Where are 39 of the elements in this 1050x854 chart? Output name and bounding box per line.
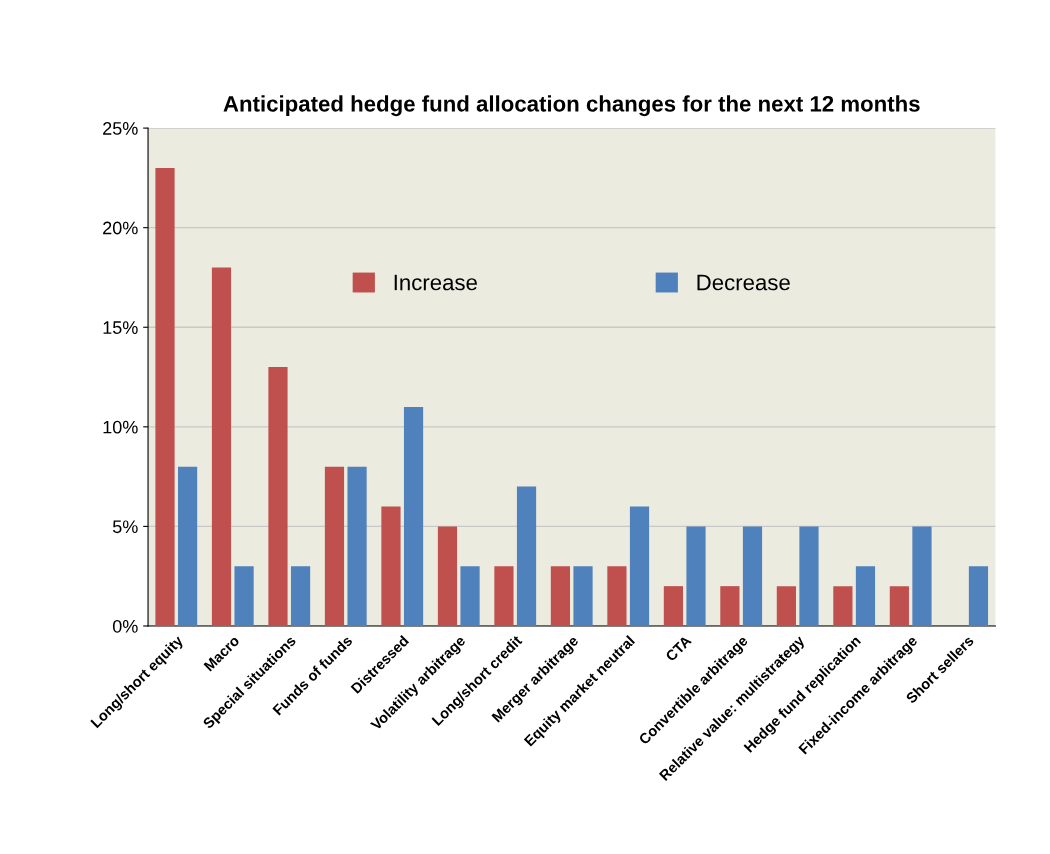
bar [177, 466, 198, 626]
y-tick-label: 0% [112, 619, 138, 633]
bar [437, 526, 458, 626]
legend-label: Increase [394, 274, 477, 291]
bar [324, 466, 345, 626]
bar [968, 566, 989, 626]
bar [516, 486, 537, 626]
x-tick-label: CTA [664, 634, 693, 662]
legend-label: Decrease [697, 274, 790, 291]
bar [720, 586, 740, 626]
y-tick-label: 15% [103, 321, 138, 334]
y-tick-label: 10% [103, 420, 138, 434]
bar [912, 526, 932, 626]
bar [686, 526, 706, 626]
bar [155, 167, 175, 626]
chart-title: Anticipated hedge fund allocation changes for the next 12 months [223, 95, 920, 117]
bar [855, 566, 876, 626]
bar [573, 566, 593, 626]
bar [663, 586, 684, 626]
bar [889, 586, 909, 626]
y-tick-label: 5% [112, 520, 138, 534]
bar [211, 267, 232, 626]
bar [799, 526, 819, 626]
bar [607, 566, 627, 626]
bar [776, 586, 796, 626]
y-tick-label: 25% [103, 122, 138, 135]
bar [742, 526, 763, 626]
bar [403, 406, 424, 626]
bar [234, 566, 254, 626]
bar [347, 466, 367, 626]
bar [381, 506, 401, 626]
bar [268, 367, 288, 626]
bar [833, 586, 853, 626]
bar [460, 566, 480, 626]
bar [290, 566, 311, 626]
bar [629, 506, 650, 626]
bar [550, 566, 571, 626]
bar [494, 566, 514, 626]
y-tick-label: 20% [103, 221, 138, 235]
